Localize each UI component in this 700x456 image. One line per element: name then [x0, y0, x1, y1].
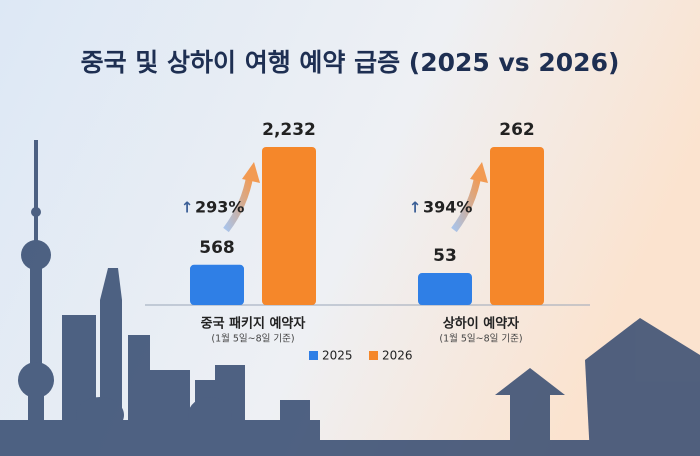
legend-label: 2025: [322, 349, 353, 363]
group-title: 중국 패키지 예약자: [201, 316, 306, 332]
bar: [262, 147, 316, 305]
legend-swatch: [369, 351, 378, 360]
legend: 2025 2026: [309, 349, 413, 363]
value-label: 568: [199, 238, 235, 258]
growth-annotation: 394%: [423, 198, 472, 217]
growth-icon: ↑: [181, 199, 194, 217]
growth-icon: ↑: [409, 199, 422, 217]
value-label: 2,232: [262, 120, 316, 140]
bar: [490, 147, 544, 305]
growth-annotation: 293%: [195, 198, 244, 217]
legend-label: 2026: [382, 349, 413, 363]
group-title: 상하이 예약자: [443, 316, 519, 332]
bar: [418, 273, 472, 305]
skyline: [0, 140, 700, 456]
page-title: 중국 및 상하이 여행 예약 급증 (2025 vs 2026): [81, 48, 620, 77]
bar: [190, 264, 244, 305]
growth-arrow-head: [470, 162, 488, 183]
value-label: 53: [433, 246, 457, 266]
growth-arrow-head: [242, 162, 260, 183]
value-label: 262: [499, 120, 535, 140]
legend-swatch: [309, 351, 318, 360]
group-subtitle: (1월 5일~8일 기준): [439, 333, 522, 345]
group-subtitle: (1월 5일~8일 기준): [211, 333, 294, 345]
